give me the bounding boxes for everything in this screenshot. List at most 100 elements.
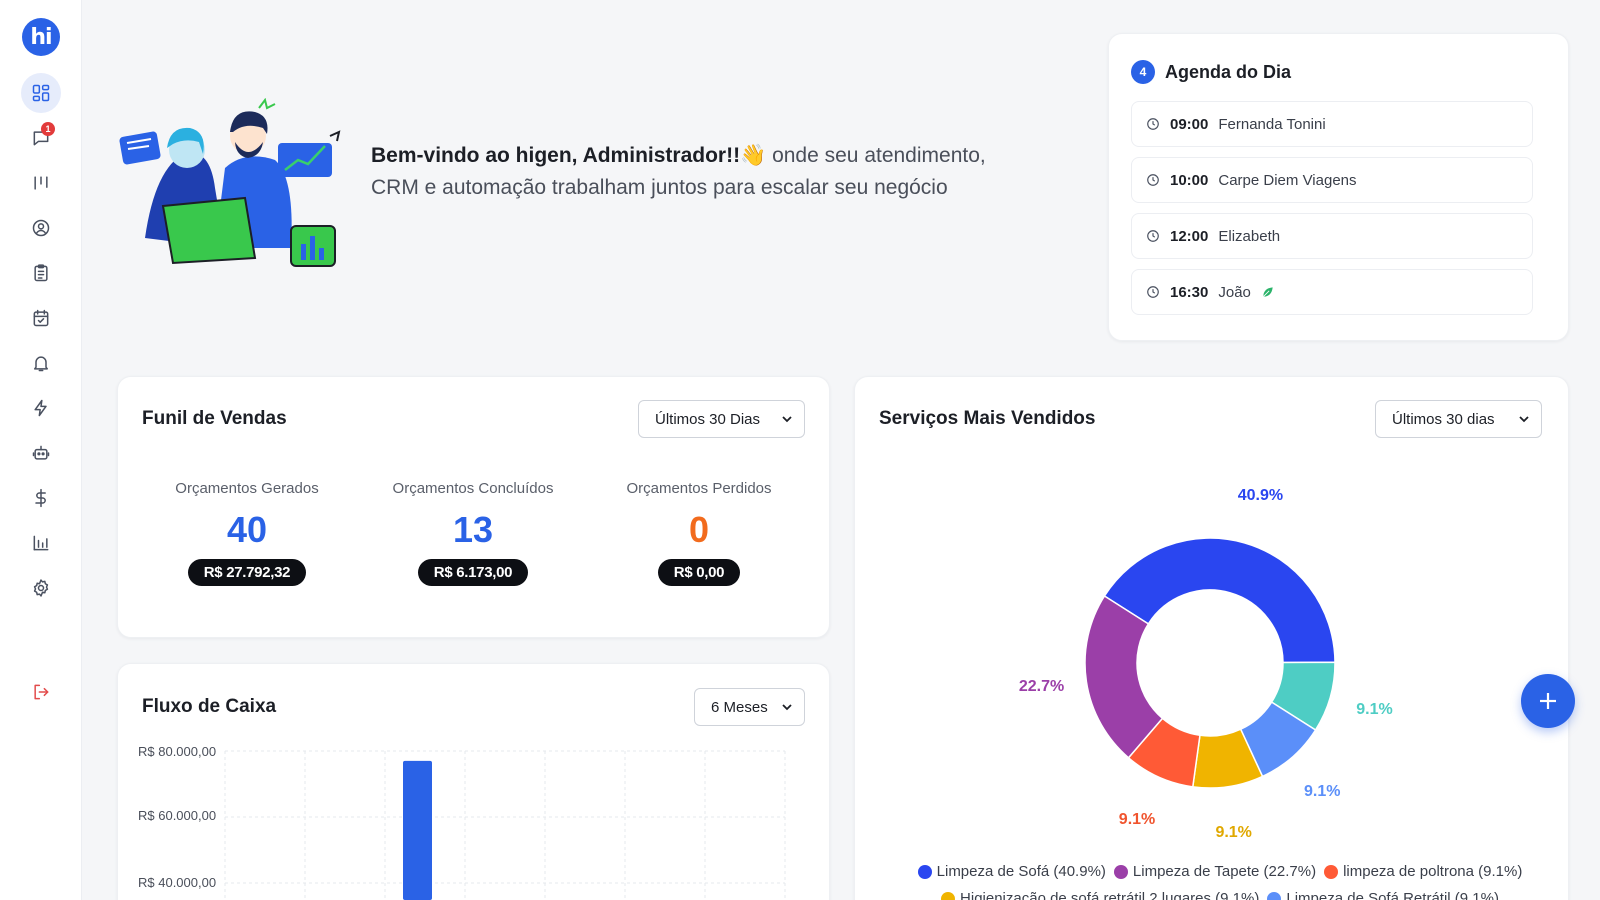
legend-label: Limpeza de Sofá Retrátil (9.1%) <box>1286 890 1499 900</box>
chart-legend: Limpeza de Sofá (40.9%) Limpeza de Tapete… <box>880 860 1560 900</box>
legend-dot <box>917 865 932 879</box>
agenda-header: 4 Agenda do Dia <box>1131 60 1291 84</box>
sidebar-item-calendar[interactable] <box>21 298 61 338</box>
funnel-period-value: Últimos 30 Dias <box>655 410 761 428</box>
stat-generated: Orçamentos Gerados 40 R$ 27.792,32 <box>137 480 357 586</box>
slice-label: 9.1% <box>1303 783 1341 801</box>
welcome-title: Bem-vindo ao higen, Administrador!! <box>371 144 741 167</box>
stat-value: 40 <box>226 509 268 550</box>
agenda-item[interactable]: 12:00 Elizabeth <box>1131 213 1533 259</box>
legend-item[interactable]: limpeza de poltrona (9.1%) <box>1324 860 1522 884</box>
stat-money-badge: R$ 6.173,00 <box>417 559 529 586</box>
agenda-name: Elizabeth <box>1218 227 1281 245</box>
notification-badge: 1 <box>41 122 55 136</box>
services-card <box>854 376 1569 900</box>
funnel-period-select[interactable]: Últimos 30 Dias <box>638 400 805 438</box>
bell-icon <box>34 356 48 372</box>
agenda-name: Fernanda Tonini <box>1218 115 1326 133</box>
clock-icon <box>1146 117 1160 131</box>
y-tick-label: R$ 40.000,00 <box>138 875 217 890</box>
slice-label: 9.1% <box>1356 700 1393 718</box>
sidebar-item-notifications[interactable] <box>21 343 61 383</box>
legend-label: Higienização de sofá retrátil 2 lugares … <box>960 890 1260 900</box>
agenda-item[interactable]: 16:30 João <box>1131 269 1533 315</box>
funnel-title: Funil de Vendas <box>142 408 287 429</box>
slice-label: 40.9% <box>1237 486 1284 504</box>
stat-label: Orçamentos Perdidos <box>626 480 772 497</box>
sidebar-item-budgets[interactable] <box>21 253 61 293</box>
sidebar-item-automations[interactable] <box>21 388 61 428</box>
dashboard-icon <box>32 84 50 102</box>
services-title: Serviços Mais Vendidos <box>879 408 1096 429</box>
legend-dot <box>1267 892 1282 900</box>
cashflow-title: Fluxo de Caixa <box>142 696 277 717</box>
sidebar: hi 1 <box>0 0 82 900</box>
stat-money-badge: R$ 0,00 <box>657 559 741 586</box>
legend-item[interactable]: Limpeza de Tapete (22.7%) <box>1113 860 1317 884</box>
robot-icon <box>32 445 50 460</box>
stat-label: Orçamentos Concluídos <box>392 480 554 497</box>
welcome-illustration <box>119 98 341 267</box>
agenda-title: Agenda do Dia <box>1165 61 1292 82</box>
chevron-down-icon <box>1519 416 1529 423</box>
sidebar-item-contacts[interactable] <box>21 208 61 248</box>
stat-money-badge: R$ 27.792,32 <box>187 559 307 586</box>
cashflow-period-value: 6 Meses <box>711 698 768 716</box>
agenda-time: 16:30 <box>1170 283 1209 301</box>
y-tick-label: R$ 60.000,00 <box>138 808 217 823</box>
agenda-time: 09:00 <box>1170 115 1209 133</box>
slice-label: 22.7% <box>1018 678 1065 696</box>
legend-dot <box>1113 865 1128 879</box>
bar-chart-icon <box>33 535 49 551</box>
leaf-icon <box>1262 287 1273 297</box>
logout-icon <box>34 684 49 700</box>
welcome-message: Bem-vindo ao higen, Administrador!!👋 ond… <box>371 140 1031 204</box>
agenda-card <box>1108 33 1569 341</box>
cashflow-period-select[interactable]: 6 Meses <box>694 688 805 726</box>
agenda-item[interactable]: 09:00 Fernanda Tonini <box>1131 101 1533 147</box>
agenda-time: 12:00 <box>1170 227 1209 245</box>
stat-value: 0 <box>688 509 710 550</box>
app-logo[interactable]: hi <box>22 18 60 56</box>
services-period-select[interactable]: Últimos 30 dias <box>1375 400 1542 438</box>
sidebar-item-chat[interactable]: 1 <box>21 118 61 158</box>
wave-emoji: 👋 <box>740 144 767 167</box>
plus-icon <box>1540 693 1556 709</box>
stat-value: 13 <box>452 509 494 550</box>
legend-item[interactable]: Limpeza de Sofá (40.9%) <box>917 860 1106 884</box>
legend-item[interactable]: Higienização de sofá retrátil 2 lugares … <box>941 887 1259 900</box>
clock-icon <box>1146 173 1160 187</box>
add-button[interactable] <box>1521 674 1575 728</box>
legend-item[interactable]: Limpeza de Sofá Retrátil (9.1%) <box>1267 887 1499 900</box>
sidebar-item-dashboard[interactable] <box>21 73 61 113</box>
chevron-down-icon <box>782 704 792 711</box>
dollar-icon <box>35 488 46 508</box>
stat-completed: Orçamentos Concluídos 13 R$ 6.173,00 <box>363 480 583 586</box>
slice-label: 9.1% <box>1215 824 1252 842</box>
legend-label: Limpeza de Tapete (22.7%) <box>1132 863 1317 880</box>
clock-icon <box>1146 229 1160 243</box>
kanban-icon <box>34 176 48 190</box>
welcome-subtitle: onde seu atendimento, CRM e automação tr… <box>371 144 986 199</box>
cashflow-card <box>117 663 830 900</box>
agenda-name: João <box>1218 283 1251 301</box>
lightning-icon <box>34 399 47 417</box>
calendar-check-icon <box>33 309 49 327</box>
sidebar-item-logout[interactable] <box>21 672 61 712</box>
agenda-item[interactable]: 10:00 Carpe Diem Viagens <box>1131 157 1533 203</box>
agenda-count-badge: 4 <box>1131 60 1155 84</box>
sidebar-item-finance[interactable] <box>21 478 61 518</box>
chevron-down-icon <box>782 416 792 423</box>
stat-lost: Orçamentos Perdidos 0 R$ 0,00 <box>589 480 809 586</box>
user-circle-icon <box>32 219 50 237</box>
stat-label: Orçamentos Gerados <box>175 480 319 497</box>
sidebar-item-bots[interactable] <box>21 433 61 473</box>
legend-label: limpeza de poltrona (9.1%) <box>1343 863 1523 880</box>
services-period-value: Últimos 30 dias <box>1392 410 1495 428</box>
legend-dot <box>1324 865 1339 879</box>
clock-icon <box>1146 285 1160 299</box>
sidebar-item-reports[interactable] <box>21 523 61 563</box>
gear-icon <box>33 579 49 597</box>
sidebar-item-settings[interactable] <box>21 568 61 608</box>
sidebar-item-kanban[interactable] <box>21 163 61 203</box>
